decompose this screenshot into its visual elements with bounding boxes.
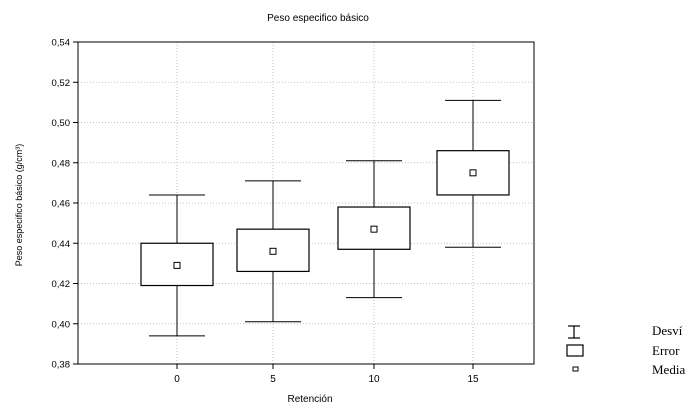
x-tick-label: 0 xyxy=(174,374,180,385)
box-group xyxy=(337,160,411,299)
mean-marker xyxy=(469,169,477,177)
box-group xyxy=(236,180,310,323)
grid-lines xyxy=(78,42,534,364)
mean-marker xyxy=(173,261,181,269)
legend-symbol-error xyxy=(566,344,584,357)
legend: Desví Error Media xyxy=(566,323,685,377)
y-tick-label: 0,54 xyxy=(52,38,71,49)
x-axis-label: Retención xyxy=(287,394,332,405)
legend-symbol-media xyxy=(572,366,579,372)
chart-title: Peso especifico básico xyxy=(267,13,369,24)
legend-label-error: Error xyxy=(652,343,680,358)
y-tick-label: 0,40 xyxy=(52,319,71,330)
x-tick-label: 10 xyxy=(368,374,380,385)
y-tick-label: 0,52 xyxy=(52,78,71,89)
mean-marker xyxy=(370,225,378,233)
mean-marker xyxy=(269,247,277,255)
y-tick-label: 0,46 xyxy=(52,199,71,210)
x-axis: 0 5 10 15 xyxy=(174,364,479,385)
y-axis-label: Peso especifico básico (g/cm³) xyxy=(14,144,24,267)
legend-label-media: Media xyxy=(652,362,685,377)
legend-symbol-desvi xyxy=(568,325,580,339)
x-tick-label: 5 xyxy=(270,374,276,385)
x-tick-label: 15 xyxy=(467,374,479,385)
box-group xyxy=(140,194,214,337)
y-tick-label: 0,44 xyxy=(52,239,71,250)
y-tick-label: 0,38 xyxy=(52,360,71,371)
y-tick-label: 0,42 xyxy=(52,279,71,290)
y-axis: 0,38 0,40 0,42 0,44 0,46 0,48 0,50 0,52 0,54 xyxy=(52,38,78,371)
y-tick-label: 0,50 xyxy=(52,118,71,129)
y-tick-label: 0,48 xyxy=(52,158,71,169)
box-group xyxy=(436,99,510,248)
legend-label-desvi: Desví xyxy=(652,323,683,338)
box-series xyxy=(140,99,510,337)
